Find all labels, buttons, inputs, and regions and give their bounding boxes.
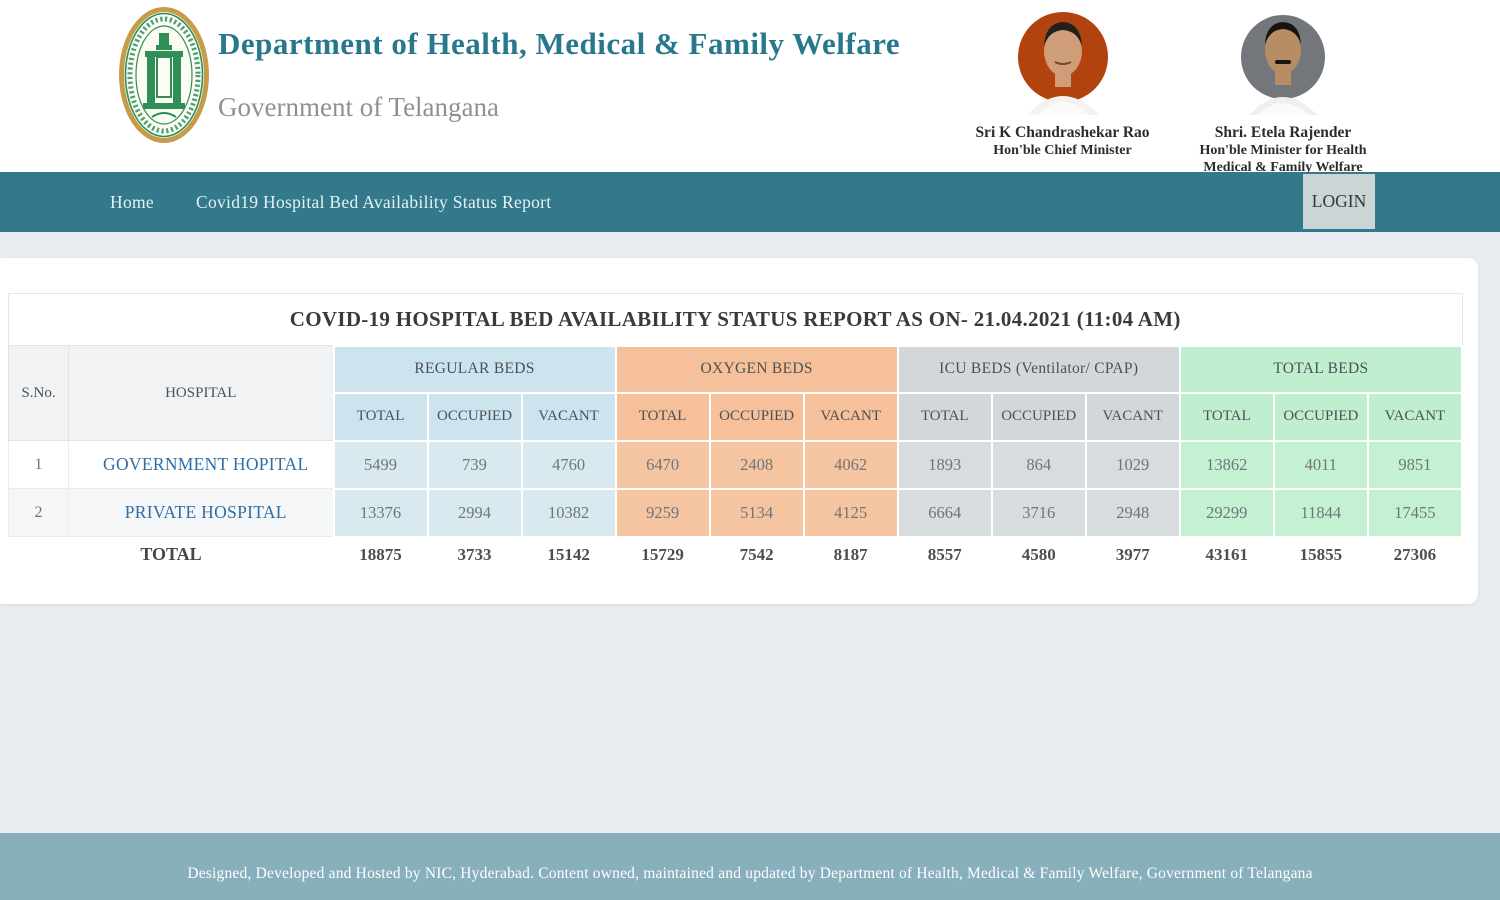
- value-cell: 739: [426, 439, 523, 490]
- total-value-cell: 27306: [1367, 536, 1462, 572]
- department-title: Department of Health, Medical & Family W…: [218, 26, 901, 61]
- sub-header-regular-beds-vacant: VACANT: [520, 391, 617, 442]
- sub-header-icu-beds-occupied: OCCUPIED: [990, 391, 1087, 442]
- sub-header-total-beds-occupied: OCCUPIED: [1272, 391, 1369, 442]
- total-value-cell: 7542: [709, 536, 804, 572]
- value-cell: 4760: [520, 439, 617, 490]
- sub-header-total-beds-vacant: VACANT: [1366, 391, 1464, 442]
- login-button[interactable]: LOGIN: [1303, 174, 1375, 229]
- total-label: TOTAL: [8, 536, 334, 572]
- government-title: Government of Telangana: [218, 92, 500, 122]
- health-minister-photo: [1188, 5, 1378, 120]
- value-cell: 1029: [1084, 439, 1181, 490]
- value-cell: 6664: [896, 487, 993, 538]
- chief-minister-name: Sri K Chandrashekar Rao: [975, 124, 1150, 141]
- value-cell: 3716: [990, 487, 1087, 538]
- health-minister-title-line1: Hon'ble Minister for Health: [1199, 143, 1367, 158]
- sub-header-regular-beds-occupied: OCCUPIED: [426, 391, 523, 442]
- sub-header-oxygen-beds-vacant: VACANT: [802, 391, 899, 442]
- bed-availability-table: COVID-19 HOSPITAL BED AVAILABILITY STATU…: [8, 293, 1464, 572]
- value-cell: 4062: [802, 439, 899, 490]
- total-value-cell: 15855: [1273, 536, 1368, 572]
- sub-header-icu-beds-vacant: VACANT: [1084, 391, 1181, 442]
- total-value-cell: 4580: [991, 536, 1086, 572]
- hospital-column-header: HOSPITAL: [68, 345, 334, 441]
- telangana-emblem-logo: [118, 5, 210, 150]
- group-header-icu-beds: ICU BEDS (Ventilator/ CPAP): [896, 344, 1181, 394]
- hospital-link[interactable]: GOVERNMENT HOPITAL: [103, 454, 309, 474]
- value-cell: 6470: [614, 439, 711, 490]
- total-value-cell: 8557: [897, 536, 992, 572]
- value-cell: 1893: [896, 439, 993, 490]
- group-header-total-beds: TOTAL BEDS: [1178, 344, 1464, 394]
- sno-cell: 1: [8, 440, 69, 489]
- group-header-oxygen-beds: OXYGEN BEDS: [614, 344, 899, 394]
- page-footer: Designed, Developed and Hosted by NIC, H…: [0, 833, 1500, 900]
- footer-text: Designed, Developed and Hosted by NIC, H…: [187, 864, 1313, 882]
- group-header-regular-beds: REGULAR BEDS: [332, 344, 617, 394]
- main-content: COVID-19 HOSPITAL BED AVAILABILITY STATU…: [0, 232, 1500, 833]
- value-cell: 2408: [708, 439, 805, 490]
- report-card: COVID-19 HOSPITAL BED AVAILABILITY STATU…: [0, 258, 1478, 604]
- hospital-cell: GOVERNMENT HOPITAL: [68, 440, 334, 489]
- hospital-link[interactable]: PRIVATE HOSPITAL: [124, 502, 287, 522]
- report-title-row: COVID-19 HOSPITAL BED AVAILABILITY STATU…: [8, 293, 1463, 346]
- sub-header-oxygen-beds-total: TOTAL: [614, 391, 711, 442]
- chief-minister-photo: [975, 5, 1150, 120]
- health-minister-block: Shri. Etela Rajender Hon'ble Minister fo…: [1188, 5, 1378, 176]
- nav-report-link[interactable]: Covid19 Hospital Bed Availability Status…: [195, 191, 552, 212]
- total-value-cell: 43161: [1179, 536, 1274, 572]
- sno-cell: 2: [8, 488, 69, 537]
- value-cell: 29299: [1178, 487, 1275, 538]
- table-foot: TOTAL 18875 3733 15142 15729 7542 8187 8557 458…: [8, 536, 1462, 572]
- value-cell: 13862: [1178, 439, 1275, 490]
- value-cell: 17455: [1366, 487, 1464, 538]
- total-value-cell: 8187: [803, 536, 898, 572]
- total-value-cell: 3733: [427, 536, 522, 572]
- table-body: 1 GOVERNMENT HOPITAL 5499 739 4760 6470 2408 40…: [8, 439, 1464, 538]
- health-minister-title-line2: Medical & Family Welfare: [1203, 160, 1363, 175]
- value-cell: 2948: [1084, 487, 1181, 538]
- value-cell: 4011: [1272, 439, 1369, 490]
- value-cell: 5134: [708, 487, 805, 538]
- group-header-row: S.No. HOSPITAL REGULAR BEDS OXYGEN BEDS IC…: [8, 344, 1464, 441]
- sub-header-icu-beds-total: TOTAL: [896, 391, 993, 442]
- page-header: Department of Health, Medical & Family W…: [0, 0, 1500, 175]
- main-navbar: Home Covid19 Hospital Bed Availability S…: [0, 172, 1500, 232]
- chief-minister-title: Hon'ble Chief Minister: [993, 143, 1132, 158]
- total-row: TOTAL 18875 3733 15142 15729 7542 8187 8557 458…: [8, 536, 1462, 572]
- value-cell: 2994: [426, 487, 523, 538]
- total-value-cell: 15142: [521, 536, 616, 572]
- value-cell: 864: [990, 439, 1087, 490]
- report-title: COVID-19 HOSPITAL BED AVAILABILITY STATU…: [8, 293, 1463, 346]
- value-cell: 9851: [1366, 439, 1464, 490]
- value-cell: 13376: [332, 487, 429, 538]
- value-cell: 9259: [614, 487, 711, 538]
- chief-minister-block: Sri K Chandrashekar Rao Hon'ble Chief Mi…: [975, 5, 1150, 159]
- table-row: 1 GOVERNMENT HOPITAL 5499 739 4760 6470 2408 40…: [8, 439, 1464, 490]
- nav-home-link[interactable]: Home: [110, 191, 154, 212]
- sno-column-header: S.No.: [8, 345, 69, 441]
- sub-header-total-beds-total: TOTAL: [1178, 391, 1275, 442]
- value-cell: 4125: [802, 487, 899, 538]
- value-cell: 5499: [332, 439, 429, 490]
- hospital-cell: PRIVATE HOSPITAL: [68, 488, 334, 537]
- sub-header-row: TOTAL OCCUPIED VACANT TOTAL OCCUPIED VACANT TO…: [9, 391, 1464, 442]
- health-minister-name: Shri. Etela Rajender: [1214, 124, 1352, 141]
- total-value-cell: 18875: [333, 536, 428, 572]
- table-row: 2 PRIVATE HOSPITAL 13376 2994 10382 9259 5134 4…: [8, 487, 1464, 538]
- sub-header-regular-beds-total: TOTAL: [332, 391, 429, 442]
- total-value-cell: 15729: [615, 536, 710, 572]
- value-cell: 11844: [1272, 487, 1369, 538]
- sub-header-oxygen-beds-occupied: OCCUPIED: [708, 391, 805, 442]
- value-cell: 10382: [520, 487, 617, 538]
- total-value-cell: 3977: [1085, 536, 1180, 572]
- table-head: COVID-19 HOSPITAL BED AVAILABILITY STATU…: [8, 293, 1464, 442]
